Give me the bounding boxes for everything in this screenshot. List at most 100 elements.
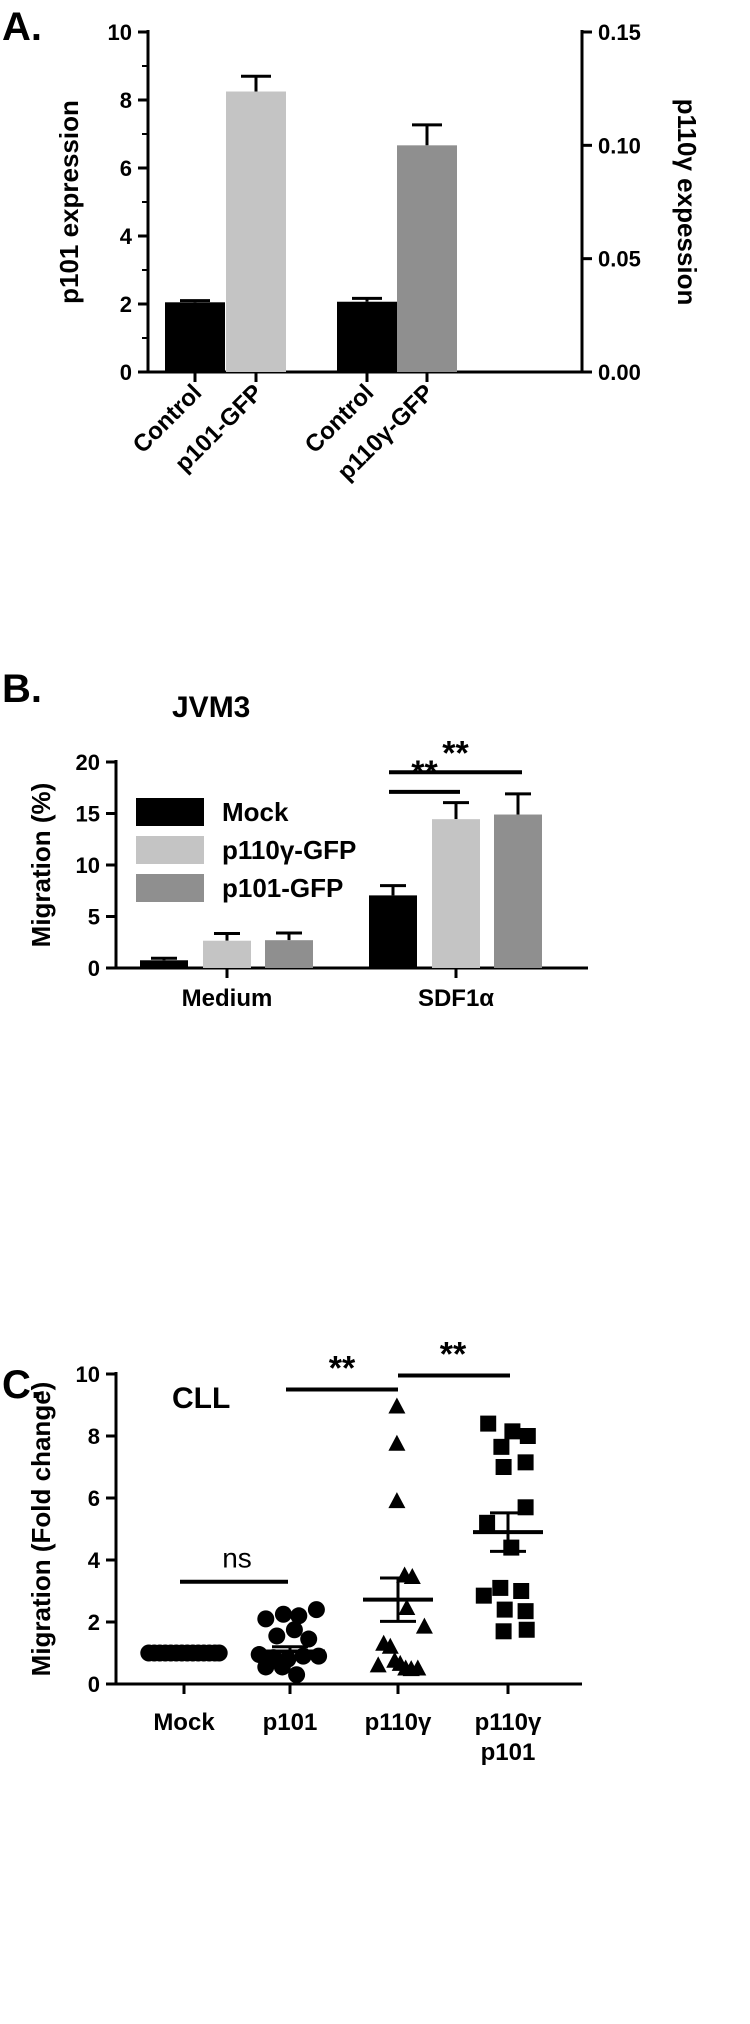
- panel-c-point-square: [496, 1601, 513, 1618]
- panel-b-category-label: SDF1α: [418, 985, 494, 1012]
- panel-c-category-label: p110γ: [475, 1709, 542, 1736]
- panel-b-ytick-label: 20: [76, 750, 100, 775]
- panel-c-point-triangle: [415, 1617, 433, 1634]
- panel-c-ytick-label: 2: [88, 1610, 100, 1635]
- panel-c-point-square: [504, 1423, 521, 1440]
- panel-a: A. 0 2 4 6 8 10 0.00 0.05 0.10 0.15 p101 expressio…: [2, 5, 702, 486]
- panel-a-plot: 0 2 4 6 8 10 0.00 0.05 0.10 0.15 p101 expression p1…: [54, 20, 702, 486]
- panel-c-category-label: p110γ: [365, 1709, 432, 1736]
- panel-c-point-square: [518, 1621, 535, 1638]
- panel-c-category-label: p101: [263, 1709, 318, 1736]
- panel-c-plot: 0 2 4 6 8 10 Migration (Fold change) Mock p101 p1…: [26, 1336, 582, 1766]
- panel-c-point-square: [479, 1514, 496, 1531]
- panel-a-ytick-label: 6: [120, 156, 132, 181]
- panel-c-point-circle: [288, 1666, 306, 1684]
- panel-b-sig-label: **: [442, 734, 469, 772]
- panel-c: C. CLL 0 2 4 6 8 10 Migration (Fold change) Moc…: [2, 1336, 582, 1766]
- panel-c-point-triangle: [388, 1492, 406, 1509]
- panel-c-point-circle: [290, 1607, 308, 1625]
- panel-c-category-label: Mock: [153, 1709, 215, 1736]
- panel-c-point-square: [495, 1623, 512, 1640]
- panel-a-y2tick-label: 0.10: [598, 133, 641, 158]
- panel-c-ytick-label: 0: [88, 1672, 100, 1697]
- panel-c-point-square: [517, 1603, 534, 1620]
- panel-c-point-square: [503, 1539, 520, 1556]
- panel-b-bar: [140, 960, 188, 968]
- panel-c-point-circle: [274, 1605, 292, 1623]
- panel-c-point-circle: [210, 1644, 228, 1662]
- panel-c-sig-label: **: [440, 1336, 467, 1374]
- panel-c-ns-label: ns: [222, 1543, 252, 1574]
- panel-c-ytick-label: 6: [88, 1486, 100, 1511]
- panel-c-point-circle: [300, 1630, 318, 1648]
- panel-c-point-circle: [285, 1621, 303, 1639]
- panel-c-point-triangle: [388, 1434, 406, 1451]
- panel-a-bar: [397, 145, 457, 372]
- panel-c-point-square: [495, 1459, 512, 1475]
- panel-a-y2tick-label: 0.05: [598, 247, 641, 272]
- panel-c-point-square: [480, 1415, 497, 1432]
- panel-c-point-triangle: [369, 1656, 387, 1673]
- panel-c-ytick-label: 8: [88, 1424, 100, 1449]
- panel-c-point-square: [475, 1587, 492, 1604]
- panel-b-bar: [494, 814, 542, 968]
- panel-a-y2tick-label: 0.15: [598, 20, 641, 45]
- panel-b-category-label: Medium: [182, 985, 273, 1012]
- panel-c-title: CLL: [172, 1382, 230, 1415]
- panel-b-ytick-label: 0: [88, 956, 100, 981]
- panel-a-y2label: p110γ expession: [672, 99, 702, 306]
- panel-c-ytick-label: 10: [76, 1362, 100, 1387]
- panel-c-sig-label: **: [329, 1350, 356, 1388]
- panel-b-ylabel: Migration (%): [26, 783, 56, 948]
- panel-a-ytick-label: 10: [108, 20, 132, 45]
- panel-c-point-triangle: [388, 1397, 406, 1414]
- panel-a-bar: [165, 302, 225, 372]
- panel-b-legend-swatch: [136, 836, 204, 864]
- panel-c-point-square: [517, 1499, 534, 1516]
- panel-c-point-circle: [257, 1658, 275, 1676]
- panel-c-point-triangle: [409, 1659, 427, 1676]
- panel-b-legend-swatch: [136, 874, 204, 902]
- panel-c-point-square: [493, 1438, 510, 1455]
- panel-a-y2tick-label: 0.00: [598, 360, 641, 385]
- panel-c-ylabel: Migration (Fold change): [26, 1382, 56, 1677]
- panel-b-legend-label: p101-GFP: [222, 873, 343, 903]
- panel-c-point-circle: [307, 1601, 325, 1619]
- panel-b-letter: B.: [2, 667, 42, 711]
- panel-b-bar: [265, 940, 313, 968]
- panel-c-point-square: [492, 1579, 509, 1596]
- panel-b-ytick-label: 10: [76, 853, 100, 878]
- panel-b-ytick-label: 5: [88, 905, 100, 930]
- panel-a-bar: [226, 91, 286, 372]
- panel-a-ytick-label: 0: [120, 360, 132, 385]
- panel-c-point-circle: [268, 1627, 286, 1645]
- panel-b-title: JVM3: [172, 691, 250, 724]
- panel-b: B. JVM3 0 5 10 15 20 Migration (%) Medium SDF1α…: [2, 667, 588, 1012]
- panel-c-point-triangle: [381, 1637, 399, 1654]
- panel-c-point-circle: [273, 1658, 291, 1676]
- panel-b-bar: [369, 895, 417, 968]
- panel-c-category-label: p101: [481, 1739, 536, 1766]
- panel-a-ylabel: p101 expression: [54, 100, 84, 304]
- panel-a-letter: A.: [2, 5, 42, 49]
- panel-b-legend-label: Mock: [222, 797, 289, 827]
- panel-b-bar: [203, 940, 251, 968]
- panel-c-letter: C.: [2, 1363, 42, 1407]
- panel-c-point-square: [513, 1583, 530, 1599]
- panel-b-ytick-label: 15: [76, 802, 100, 827]
- panel-a-ytick-label: 4: [120, 224, 133, 249]
- panel-b-plot: 0 5 10 15 20 Migration (%) Medium SDF1α Mock p110…: [26, 734, 588, 1012]
- panel-c-point-triangle: [398, 1599, 416, 1616]
- panel-a-ytick-label: 8: [120, 88, 132, 113]
- panel-c-point-triangle: [403, 1568, 421, 1585]
- panel-b-legend-swatch: [136, 798, 204, 826]
- panel-b-legend-label: p110γ-GFP: [222, 835, 356, 865]
- panel-c-point-square: [517, 1454, 534, 1471]
- panel-c-ytick-label: 4: [88, 1548, 101, 1573]
- panel-c-point-circle: [257, 1610, 275, 1628]
- panel-b-bar: [432, 819, 480, 968]
- panel-a-bar: [337, 301, 397, 372]
- panel-c-point-square: [519, 1428, 536, 1444]
- panel-a-ytick-label: 2: [120, 292, 132, 317]
